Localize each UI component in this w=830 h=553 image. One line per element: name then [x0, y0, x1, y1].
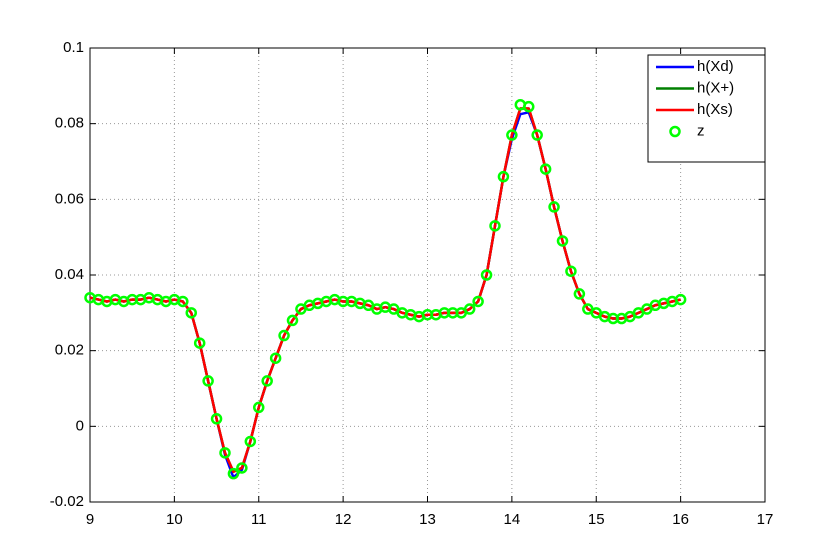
marker: [193, 337, 206, 349]
marker: [269, 352, 282, 364]
marker: [497, 170, 510, 183]
marker: [489, 220, 501, 232]
marker: [480, 269, 493, 281]
marker: [506, 129, 518, 141]
x-tick-label: 9: [86, 511, 94, 528]
x-tick-label: 17: [757, 511, 774, 528]
legend-label: h(Xs): [697, 101, 733, 118]
marker: [573, 288, 586, 300]
marker: [548, 201, 560, 213]
legend-marker: [669, 125, 681, 138]
x-tick-label: 14: [504, 511, 521, 528]
legend-box: [647, 54, 766, 163]
marker: [236, 462, 248, 474]
y-tick-label: 0.08: [55, 115, 84, 132]
x-tick-label: 10: [166, 511, 183, 528]
marker: [244, 435, 257, 448]
x-tick-label: 15: [588, 511, 605, 528]
x-tick-label: 11: [251, 511, 267, 528]
marker: [278, 329, 290, 342]
marker: [227, 467, 240, 480]
legend-label: h(X+): [697, 79, 734, 96]
marker: [565, 265, 577, 277]
y-tick-label: 0.02: [55, 342, 84, 359]
marker: [523, 100, 535, 113]
marker: [219, 447, 231, 459]
marker: [261, 375, 273, 387]
marker: [531, 129, 543, 141]
legend-label: h(Xd): [697, 58, 734, 75]
x-tick-label: 16: [672, 511, 689, 528]
marker: [463, 303, 476, 315]
marker: [539, 163, 552, 175]
y-tick-label: 0.06: [55, 190, 84, 207]
marker: [185, 307, 197, 319]
x-tick-label: 12: [335, 511, 352, 528]
y-tick-label: 0: [76, 417, 84, 434]
marker: [253, 401, 265, 414]
marker: [286, 314, 299, 327]
y-tick-label: -0.02: [50, 493, 84, 510]
marker: [202, 375, 214, 387]
marker: [210, 413, 223, 425]
marker: [674, 293, 687, 306]
legend-label: z: [697, 122, 705, 139]
x-tick-label: 13: [419, 511, 436, 528]
marker: [556, 235, 569, 247]
marker: [177, 295, 189, 308]
plot-frame: [89, 47, 766, 503]
y-tick-label: 0.04: [55, 266, 84, 283]
legend: h(Xd) h(X+) h(Xs) z: [647, 54, 766, 163]
y-tick-label: 0.1: [63, 39, 84, 56]
marker: [472, 295, 484, 308]
